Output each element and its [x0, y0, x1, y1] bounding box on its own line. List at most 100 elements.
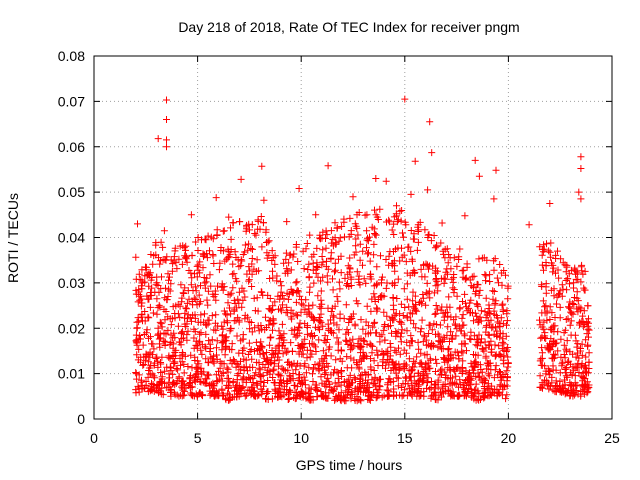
data-point — [495, 342, 503, 350]
data-point — [424, 186, 432, 194]
data-point — [157, 360, 165, 368]
data-point — [478, 254, 486, 262]
data-point — [581, 321, 589, 328]
data-point — [149, 309, 157, 317]
data-point — [444, 346, 452, 354]
data-point — [408, 310, 416, 318]
data-point — [330, 313, 338, 321]
data-point — [139, 341, 147, 349]
data-point — [364, 322, 372, 330]
data-point — [201, 284, 209, 292]
data-point — [390, 306, 398, 314]
data-point — [423, 279, 431, 287]
data-point — [453, 325, 461, 333]
data-point — [399, 229, 406, 237]
data-point — [538, 344, 546, 352]
data-point — [210, 260, 218, 267]
data-point — [297, 300, 305, 308]
data-point — [190, 325, 198, 333]
data-point — [427, 384, 435, 391]
data-point — [536, 316, 543, 324]
data-point — [178, 260, 186, 268]
data-point — [318, 234, 326, 242]
data-point — [353, 393, 361, 401]
data-point — [312, 323, 319, 331]
data-point — [498, 301, 506, 309]
data-point — [412, 301, 419, 309]
data-point — [288, 326, 296, 334]
data-point — [134, 298, 142, 306]
data-point — [405, 366, 413, 374]
data-point — [316, 326, 323, 334]
data-point — [410, 235, 418, 243]
data-point — [486, 278, 494, 285]
data-point — [213, 351, 220, 359]
data-point — [407, 227, 415, 234]
data-point — [433, 305, 441, 313]
data-point — [241, 389, 249, 397]
data-point — [343, 326, 351, 334]
data-point — [165, 276, 172, 284]
data-point — [568, 309, 576, 317]
data-point — [364, 250, 372, 258]
data-point — [334, 346, 342, 354]
data-point — [474, 281, 482, 289]
data-point — [212, 194, 220, 202]
data-point — [302, 394, 310, 402]
data-point — [295, 324, 303, 332]
data-point — [142, 378, 150, 385]
axis-ticks: 0 5 10 15 20 25 0 0.01 0.02 0.03 0.04 0.05 0.06 0.07 0… — [58, 48, 620, 446]
data-point — [370, 251, 378, 259]
data-point — [153, 295, 161, 303]
data-point — [310, 314, 317, 322]
data-point — [174, 300, 182, 308]
data-point — [452, 372, 460, 380]
data-point — [556, 314, 564, 322]
data-point — [541, 329, 549, 337]
data-point — [280, 366, 288, 374]
data-point — [542, 302, 550, 310]
data-point — [475, 390, 483, 398]
data-point — [226, 327, 234, 335]
data-point — [278, 342, 286, 350]
data-point — [242, 378, 250, 386]
data-point — [504, 344, 512, 351]
data-point — [423, 370, 431, 378]
data-point — [370, 379, 378, 387]
data-point — [502, 271, 509, 279]
data-point — [267, 307, 275, 315]
data-point — [461, 275, 469, 283]
data-point — [229, 260, 237, 268]
data-point — [317, 287, 325, 295]
data-point — [313, 387, 321, 395]
data-point — [214, 282, 221, 290]
data-point — [405, 243, 413, 251]
data-point — [525, 221, 533, 229]
data-point — [358, 343, 366, 351]
data-point — [166, 287, 174, 295]
data-point — [392, 348, 400, 356]
data-point — [403, 327, 411, 335]
data-point — [561, 326, 569, 334]
data-point — [260, 350, 267, 358]
data-point — [318, 253, 326, 260]
data-point — [427, 356, 435, 364]
data-point — [503, 382, 511, 390]
data-point — [164, 326, 172, 334]
data-point — [201, 235, 209, 243]
data-point — [584, 302, 592, 310]
data-point — [350, 251, 358, 259]
data-point — [319, 322, 327, 330]
data-point — [475, 396, 483, 404]
data-point — [206, 382, 214, 390]
data-point — [226, 356, 234, 364]
data-point — [350, 374, 358, 382]
data-point — [329, 312, 337, 320]
data-point — [229, 284, 237, 292]
data-point — [540, 381, 548, 389]
data-point — [133, 324, 141, 332]
data-point — [289, 375, 297, 383]
data-point — [504, 373, 511, 381]
data-point — [299, 301, 307, 309]
data-point — [233, 304, 241, 312]
